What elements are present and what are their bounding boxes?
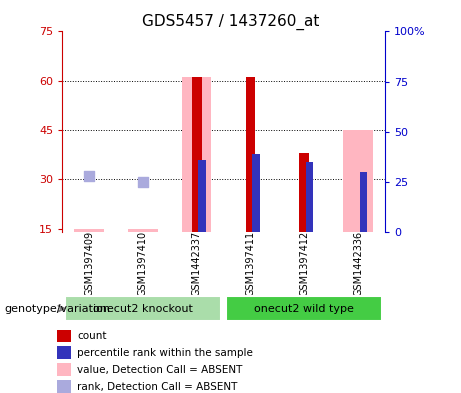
- Text: count: count: [77, 331, 107, 341]
- FancyBboxPatch shape: [65, 296, 221, 321]
- Bar: [343, 130, 373, 232]
- Text: rank, Detection Call = ABSENT: rank, Detection Call = ABSENT: [77, 382, 238, 392]
- Text: value, Detection Call = ABSENT: value, Detection Call = ABSENT: [77, 365, 243, 375]
- Text: GSM1397411: GSM1397411: [245, 231, 255, 296]
- Bar: [128, 229, 158, 232]
- Bar: [57, 380, 71, 393]
- Text: onecut2 wild type: onecut2 wild type: [254, 303, 354, 314]
- Bar: [192, 77, 201, 232]
- Bar: [306, 162, 313, 232]
- Text: genotype/variation: genotype/variation: [5, 303, 111, 314]
- Text: onecut2 knockout: onecut2 knockout: [93, 303, 193, 314]
- Text: GSM1397409: GSM1397409: [84, 231, 94, 296]
- Text: GDS5457 / 1437260_at: GDS5457 / 1437260_at: [142, 14, 319, 30]
- Text: GSM1442337: GSM1442337: [192, 231, 202, 296]
- FancyBboxPatch shape: [226, 296, 382, 321]
- Bar: [57, 329, 71, 342]
- Point: [85, 173, 93, 179]
- Bar: [360, 172, 367, 232]
- Text: percentile rank within the sample: percentile rank within the sample: [77, 348, 253, 358]
- Bar: [300, 153, 309, 232]
- Bar: [74, 229, 104, 232]
- Bar: [198, 160, 206, 232]
- Bar: [57, 346, 71, 359]
- Text: GSM1442336: GSM1442336: [353, 231, 363, 296]
- Bar: [246, 77, 255, 232]
- Bar: [252, 154, 260, 232]
- Bar: [57, 363, 71, 376]
- Text: GSM1397410: GSM1397410: [138, 231, 148, 296]
- Point: [139, 178, 147, 185]
- Bar: [182, 77, 212, 232]
- Text: GSM1397412: GSM1397412: [299, 231, 309, 296]
